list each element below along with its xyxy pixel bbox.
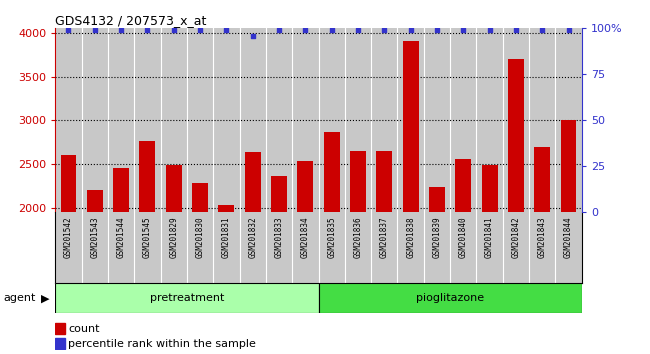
Bar bbox=[113, 168, 129, 354]
Text: GSM201543: GSM201543 bbox=[90, 216, 99, 258]
Text: GSM201840: GSM201840 bbox=[459, 216, 468, 258]
Bar bbox=[429, 187, 445, 354]
Point bbox=[379, 27, 389, 33]
Point bbox=[326, 27, 337, 33]
Text: GSM201844: GSM201844 bbox=[564, 216, 573, 258]
Text: GSM201834: GSM201834 bbox=[301, 216, 310, 258]
Text: GSM201835: GSM201835 bbox=[327, 216, 336, 258]
Text: GDS4132 / 207573_x_at: GDS4132 / 207573_x_at bbox=[55, 14, 207, 27]
Text: GSM201837: GSM201837 bbox=[380, 216, 389, 258]
Text: GSM201841: GSM201841 bbox=[485, 216, 494, 258]
Point bbox=[406, 27, 416, 33]
Bar bbox=[271, 176, 287, 354]
Point bbox=[353, 27, 363, 33]
Point bbox=[484, 27, 495, 33]
Text: GSM201836: GSM201836 bbox=[354, 216, 363, 258]
Bar bbox=[403, 41, 419, 354]
Bar bbox=[482, 165, 497, 354]
Bar bbox=[324, 132, 339, 354]
Text: GSM201830: GSM201830 bbox=[196, 216, 205, 258]
Bar bbox=[350, 151, 366, 354]
Bar bbox=[561, 120, 577, 354]
Point bbox=[248, 33, 258, 39]
Bar bbox=[218, 205, 234, 354]
Bar bbox=[298, 161, 313, 354]
Text: GSM201842: GSM201842 bbox=[512, 216, 521, 258]
Bar bbox=[192, 183, 208, 354]
Point bbox=[274, 27, 284, 33]
Point bbox=[142, 27, 153, 33]
Text: GSM201832: GSM201832 bbox=[248, 216, 257, 258]
Text: GSM201833: GSM201833 bbox=[274, 216, 283, 258]
Text: percentile rank within the sample: percentile rank within the sample bbox=[68, 339, 256, 349]
Bar bbox=[140, 141, 155, 354]
Point bbox=[168, 27, 179, 33]
Bar bbox=[55, 338, 65, 349]
Text: pioglitazone: pioglitazone bbox=[416, 293, 484, 303]
Point bbox=[300, 27, 311, 33]
Bar bbox=[55, 324, 65, 334]
Text: GSM201838: GSM201838 bbox=[406, 216, 415, 258]
Bar bbox=[55, 283, 318, 313]
Text: GSM201545: GSM201545 bbox=[143, 216, 152, 258]
Text: ▶: ▶ bbox=[41, 293, 49, 303]
Point bbox=[537, 27, 547, 33]
Bar bbox=[60, 155, 76, 354]
Text: GSM201831: GSM201831 bbox=[222, 216, 231, 258]
Bar bbox=[245, 152, 261, 354]
Text: GSM201839: GSM201839 bbox=[432, 216, 441, 258]
Point bbox=[116, 27, 126, 33]
Bar bbox=[456, 159, 471, 354]
Text: GSM201843: GSM201843 bbox=[538, 216, 547, 258]
Point bbox=[511, 27, 521, 33]
Bar bbox=[376, 151, 392, 354]
Point bbox=[195, 27, 205, 33]
Text: pretreatment: pretreatment bbox=[150, 293, 224, 303]
Point bbox=[564, 27, 574, 33]
Point bbox=[458, 27, 469, 33]
Point bbox=[221, 27, 231, 33]
Bar bbox=[534, 147, 550, 354]
Point bbox=[90, 27, 100, 33]
Point bbox=[63, 27, 73, 33]
Bar bbox=[508, 59, 524, 354]
Text: GSM201542: GSM201542 bbox=[64, 216, 73, 258]
Bar bbox=[166, 165, 181, 354]
Point bbox=[432, 27, 442, 33]
Bar bbox=[87, 190, 103, 354]
Text: GSM201829: GSM201829 bbox=[169, 216, 178, 258]
Bar bbox=[318, 283, 582, 313]
Text: count: count bbox=[68, 324, 100, 334]
Text: agent: agent bbox=[3, 293, 36, 303]
Text: GSM201544: GSM201544 bbox=[116, 216, 125, 258]
